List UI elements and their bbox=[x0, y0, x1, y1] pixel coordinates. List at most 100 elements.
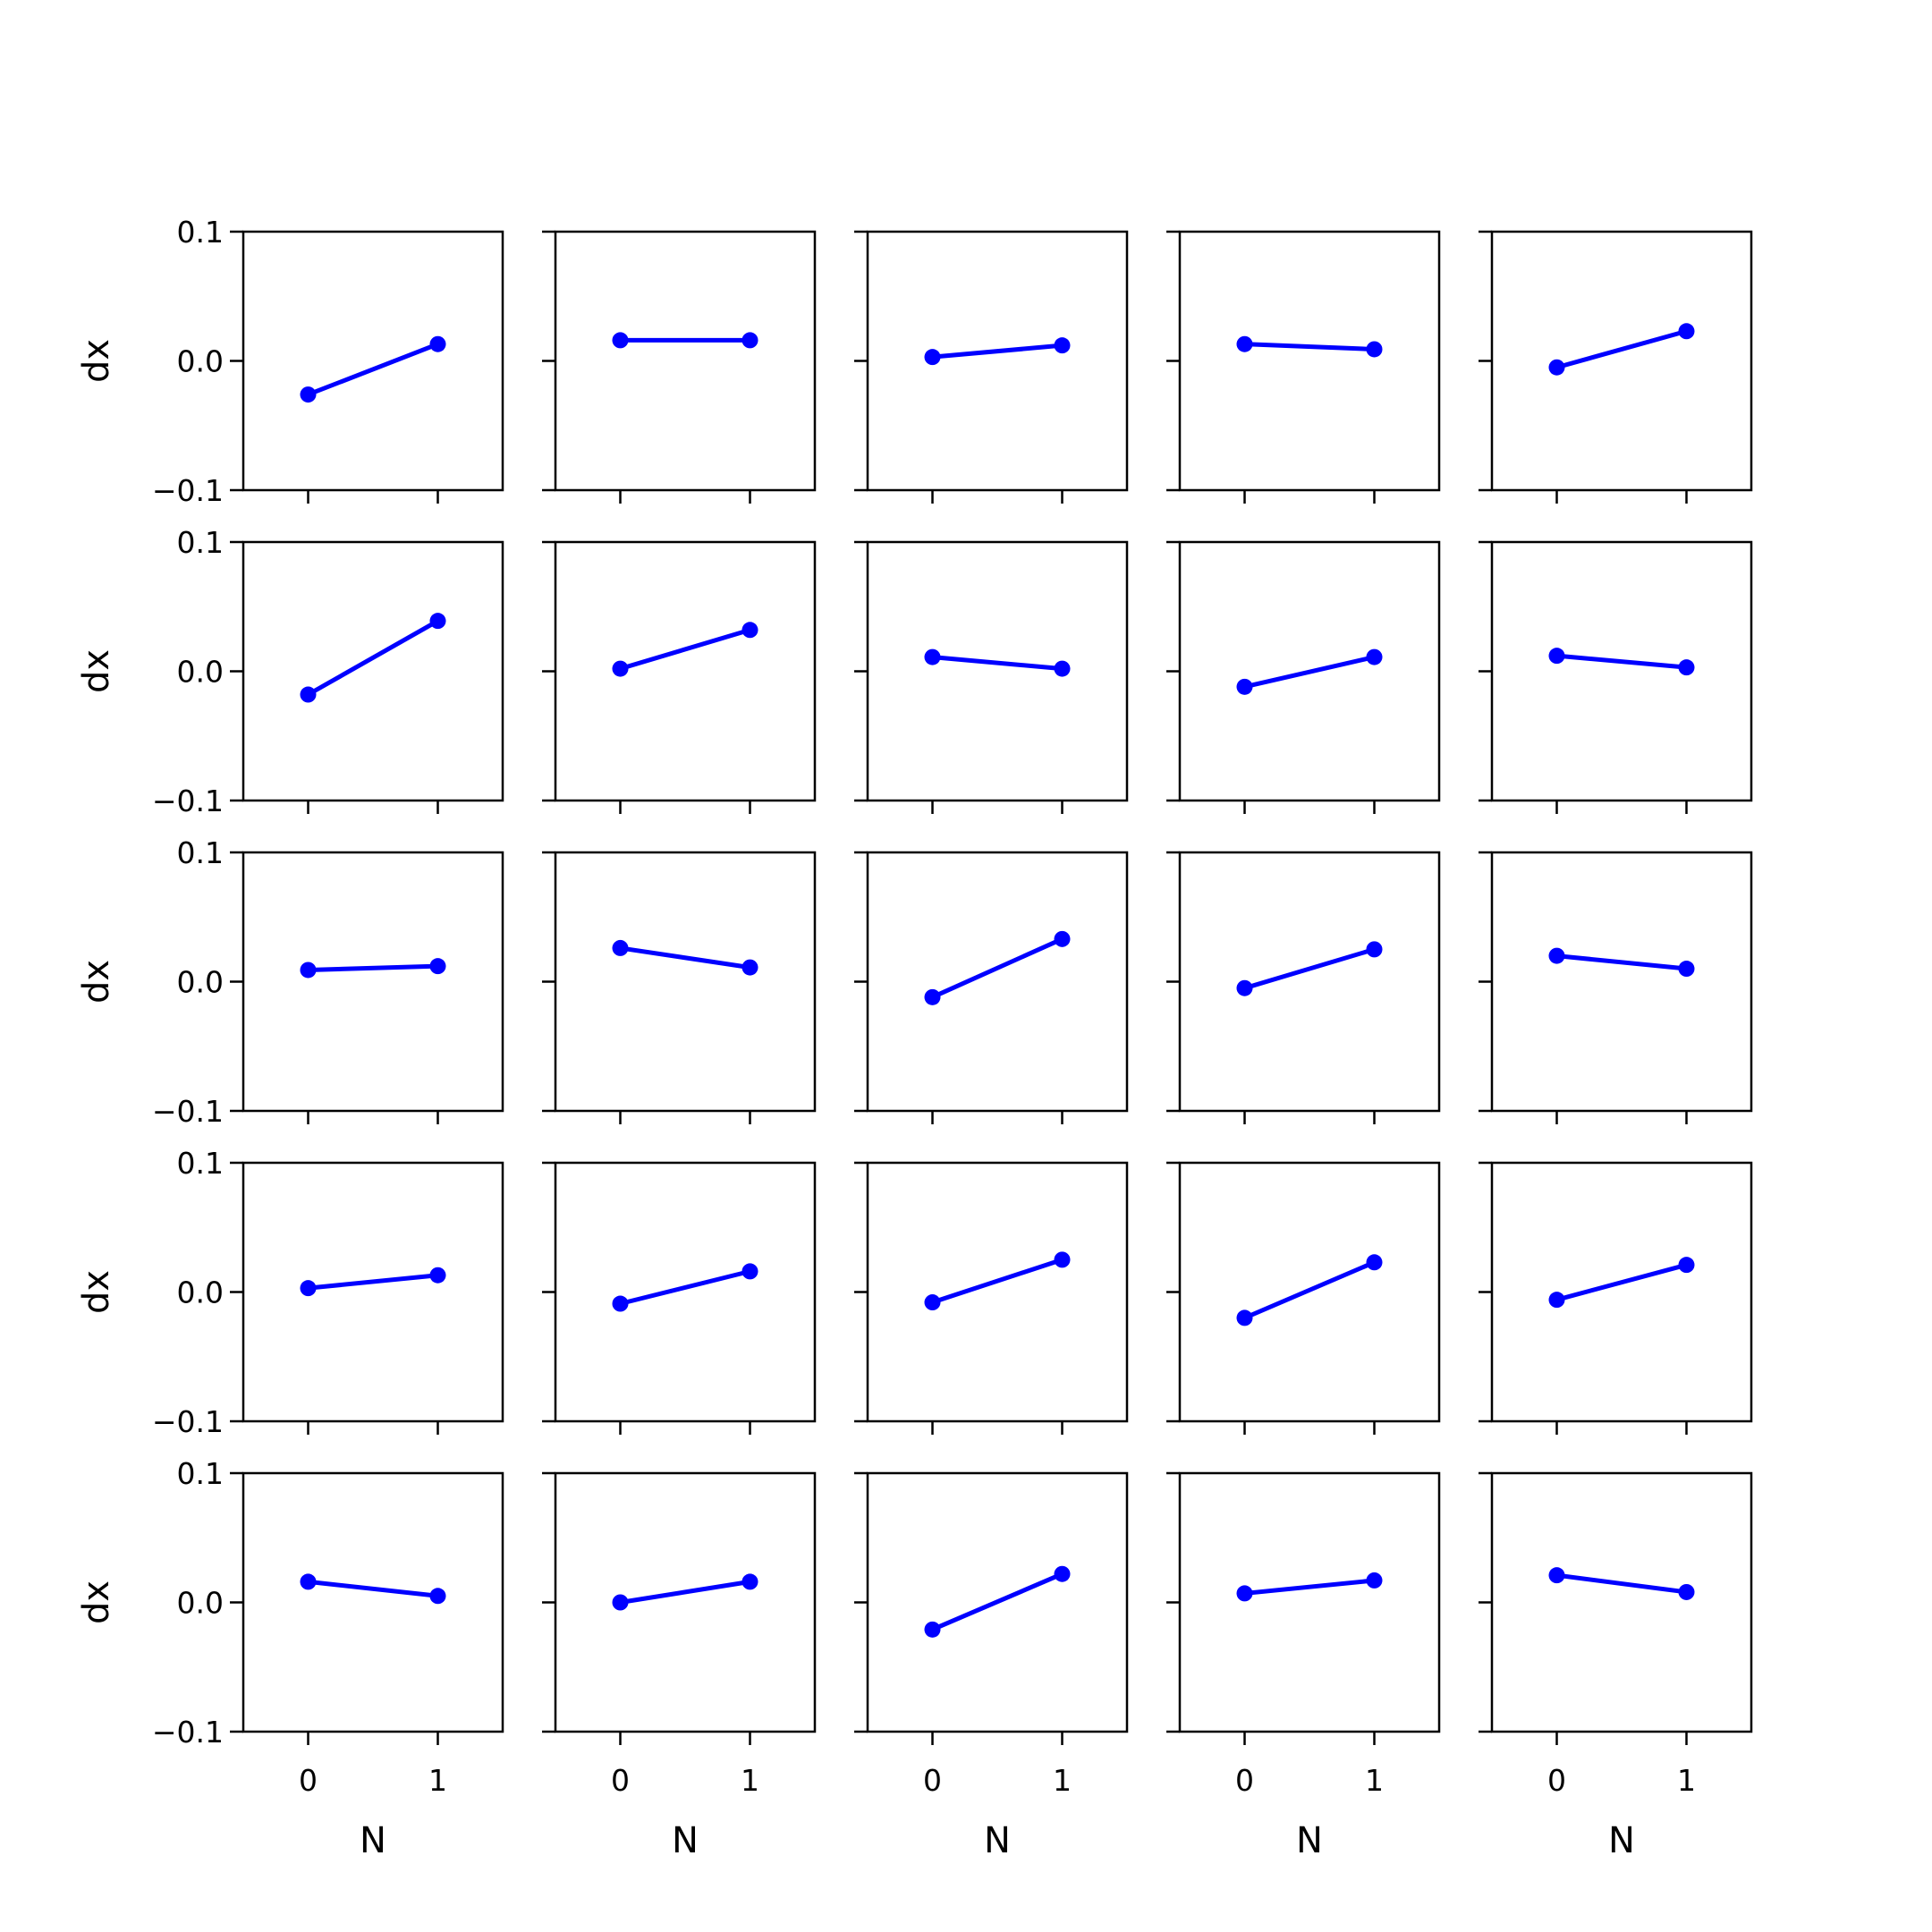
y-tick-label: 0.0 bbox=[177, 655, 224, 690]
y-tick-label: 0.0 bbox=[177, 965, 224, 1000]
x-tick-label: 1 bbox=[1053, 1763, 1072, 1798]
data-point bbox=[300, 1573, 317, 1590]
data-point bbox=[741, 332, 758, 349]
y-tick-label: 0.0 bbox=[177, 1275, 224, 1310]
axes-frame bbox=[866, 540, 1129, 802]
subplot-r4-c2 bbox=[542, 1161, 817, 1435]
subplot-r1-c2 bbox=[542, 230, 817, 504]
axes-frame bbox=[1178, 851, 1441, 1113]
data-point bbox=[924, 1621, 941, 1638]
subplot-r5-c5: 0 1 N bbox=[1479, 1471, 1753, 1861]
axes-frame bbox=[1178, 230, 1441, 492]
data-point bbox=[612, 1295, 629, 1312]
x-tick-label: 0 bbox=[923, 1763, 942, 1798]
x-tick-label: 1 bbox=[1365, 1763, 1384, 1798]
series-line bbox=[1556, 653, 1687, 670]
data-point bbox=[1678, 1257, 1695, 1274]
data-point bbox=[924, 1294, 941, 1311]
data-point bbox=[429, 958, 446, 975]
data-point bbox=[741, 959, 758, 976]
data-point bbox=[612, 1594, 629, 1611]
data-point bbox=[924, 648, 941, 665]
data-point bbox=[1054, 930, 1071, 947]
y-axis-label: dx bbox=[76, 339, 117, 383]
data-point bbox=[924, 988, 941, 1005]
subplot-r5-c2: 0 1 N bbox=[542, 1471, 817, 1861]
x-axis-label: N bbox=[1608, 1820, 1635, 1861]
axes-frame bbox=[554, 1161, 817, 1423]
series-line bbox=[1244, 1578, 1375, 1596]
data-point bbox=[1548, 648, 1565, 665]
series-line bbox=[1244, 342, 1375, 352]
data-point bbox=[924, 349, 941, 366]
series-line bbox=[1243, 1259, 1376, 1320]
data-point bbox=[429, 335, 446, 352]
axes-frame bbox=[242, 1161, 504, 1423]
series-line bbox=[931, 1572, 1063, 1632]
x-tick-label: 1 bbox=[1677, 1763, 1696, 1798]
x-axis-label: N bbox=[984, 1820, 1011, 1861]
subplot-r3-c5 bbox=[1479, 851, 1753, 1124]
series-line bbox=[932, 343, 1063, 360]
data-point bbox=[612, 660, 629, 677]
subplot-r1-c1: 0.1 0.0 −0.1 dx bbox=[76, 215, 504, 508]
data-point bbox=[300, 1280, 317, 1297]
data-point bbox=[300, 962, 317, 979]
y-tick-label: −0.1 bbox=[152, 784, 224, 818]
axes-frame bbox=[554, 1471, 817, 1733]
y-axis-label: dx bbox=[76, 1580, 117, 1624]
series-line bbox=[307, 618, 439, 697]
axes-frame bbox=[1490, 230, 1753, 492]
data-point bbox=[1236, 335, 1253, 352]
series-line bbox=[1556, 1572, 1687, 1595]
axes-frame bbox=[1178, 1161, 1441, 1423]
subplot-r1-c5 bbox=[1479, 230, 1753, 504]
axes-frame bbox=[242, 1471, 504, 1733]
axes-frame bbox=[554, 230, 817, 492]
data-point bbox=[1366, 1254, 1383, 1271]
subplot-r3-c1: 0.1 0.0 −0.1 dx bbox=[76, 835, 504, 1129]
series-line bbox=[931, 1258, 1063, 1305]
data-point bbox=[429, 613, 446, 630]
data-point bbox=[612, 332, 629, 349]
axes-frame bbox=[242, 230, 504, 492]
data-point bbox=[1236, 678, 1253, 695]
x-axis-label: N bbox=[360, 1820, 386, 1861]
subplot-r2-c2 bbox=[542, 540, 817, 814]
data-point bbox=[1366, 1572, 1383, 1589]
x-tick-label: 0 bbox=[1547, 1763, 1566, 1798]
axes-frame bbox=[242, 851, 504, 1113]
subplot-r3-c3 bbox=[854, 851, 1129, 1124]
y-axis-label: dx bbox=[76, 1270, 117, 1314]
subplot-r3-c4 bbox=[1166, 851, 1441, 1124]
axes-frame bbox=[242, 540, 504, 802]
x-tick-label: 0 bbox=[1235, 1763, 1254, 1798]
subplot-r1-c3 bbox=[854, 230, 1129, 504]
axes-frame bbox=[866, 230, 1129, 492]
y-tick-label: −0.1 bbox=[152, 1404, 224, 1439]
subplot-r4-c5 bbox=[1479, 1161, 1753, 1435]
series-line bbox=[1243, 946, 1376, 991]
data-point bbox=[1548, 1567, 1565, 1584]
series-line bbox=[1243, 655, 1376, 690]
y-tick-label: 0.1 bbox=[177, 1146, 224, 1181]
series-line bbox=[931, 936, 1063, 1000]
series-line bbox=[620, 945, 750, 970]
y-tick-label: 0.0 bbox=[177, 344, 224, 379]
y-tick-label: 0.1 bbox=[177, 835, 224, 870]
data-point bbox=[741, 1573, 758, 1590]
axes-frame bbox=[866, 851, 1129, 1113]
series-line bbox=[932, 655, 1063, 672]
series-line bbox=[620, 1579, 750, 1605]
subplot-r5-c3: 0 1 N bbox=[854, 1471, 1129, 1861]
series-line bbox=[308, 1273, 438, 1291]
series-line bbox=[308, 1579, 438, 1598]
axes-frame bbox=[866, 1161, 1129, 1423]
series-line bbox=[308, 963, 438, 972]
data-point bbox=[429, 1267, 446, 1284]
axes-frame bbox=[1490, 1471, 1753, 1733]
data-point bbox=[1678, 659, 1695, 676]
subplot-r5-c4: 0 1 N bbox=[1166, 1471, 1441, 1861]
subplot-r2-c5 bbox=[1479, 540, 1753, 814]
